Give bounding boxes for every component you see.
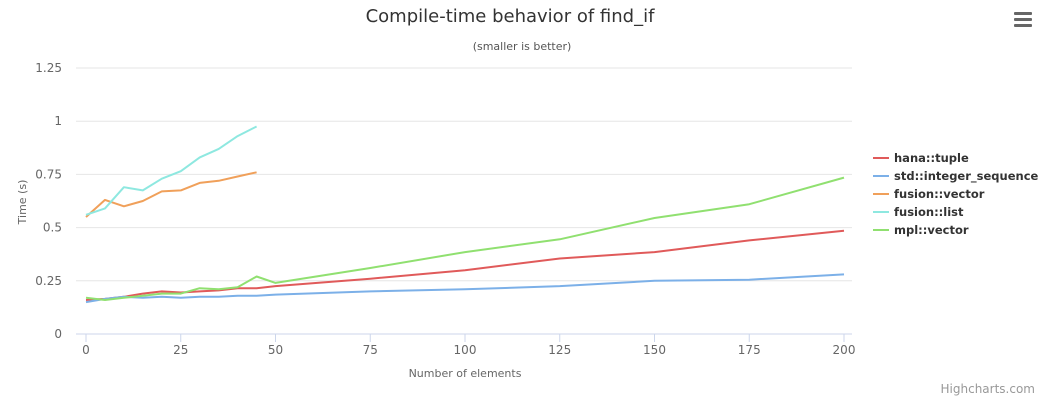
x-tick-label: 150 xyxy=(643,343,666,357)
y-tick-label: 0.25 xyxy=(35,274,62,288)
hamburger-menu-icon[interactable] xyxy=(1012,10,1034,30)
series-line[interactable] xyxy=(85,125,258,216)
chart-title: Compile-time behavior of find_if xyxy=(366,6,655,27)
x-tick-label: 50 xyxy=(268,343,283,357)
y-tick-label: 0 xyxy=(54,327,62,341)
legend-item[interactable]: fusion::vector xyxy=(873,187,985,201)
series-line[interactable] xyxy=(85,171,257,218)
series-lines xyxy=(85,125,845,304)
x-tick-label: 125 xyxy=(548,343,571,357)
y-axis-title: Time (s) xyxy=(16,180,29,226)
legend-item[interactable]: mpl::vector xyxy=(873,223,969,237)
y-tick-label: 0.75 xyxy=(35,167,62,181)
legend-label: mpl::vector xyxy=(894,223,969,237)
x-axis: 0 25 50 75 100 125 150 175 200 xyxy=(76,333,856,357)
y-axis: 0 0.25 0.5 0.75 1 1.25 xyxy=(35,61,62,341)
grid-lines xyxy=(76,67,852,335)
x-tick-label: 0 xyxy=(82,343,90,357)
series-line[interactable] xyxy=(85,273,845,304)
legend-item[interactable]: fusion::list xyxy=(873,205,964,219)
legend-label: std::integer_sequence xyxy=(894,169,1039,184)
x-tick-label: 175 xyxy=(738,343,761,357)
legend-label: fusion::vector xyxy=(894,187,985,201)
legend-item[interactable]: std::integer_sequence xyxy=(873,169,1039,184)
legend: hana::tuplestd::integer_sequencefusion::… xyxy=(873,151,1039,237)
legend-label: fusion::list xyxy=(894,205,964,219)
y-tick-label: 0.5 xyxy=(43,221,62,235)
chart-subtitle: (smaller is better) xyxy=(473,40,572,53)
legend-label: hana::tuple xyxy=(894,151,969,165)
credits-link[interactable]: Highcharts.com xyxy=(940,382,1035,396)
x-tick-label: 100 xyxy=(454,343,477,357)
x-axis-title: Number of elements xyxy=(409,367,522,380)
series-line[interactable] xyxy=(85,176,845,301)
x-tick-label: 200 xyxy=(833,343,856,357)
y-tick-label: 1 xyxy=(54,114,62,128)
legend-item[interactable]: hana::tuple xyxy=(873,151,969,165)
y-tick-label: 1.25 xyxy=(35,61,62,75)
x-tick-label: 25 xyxy=(173,343,188,357)
x-tick-label: 75 xyxy=(363,343,378,357)
